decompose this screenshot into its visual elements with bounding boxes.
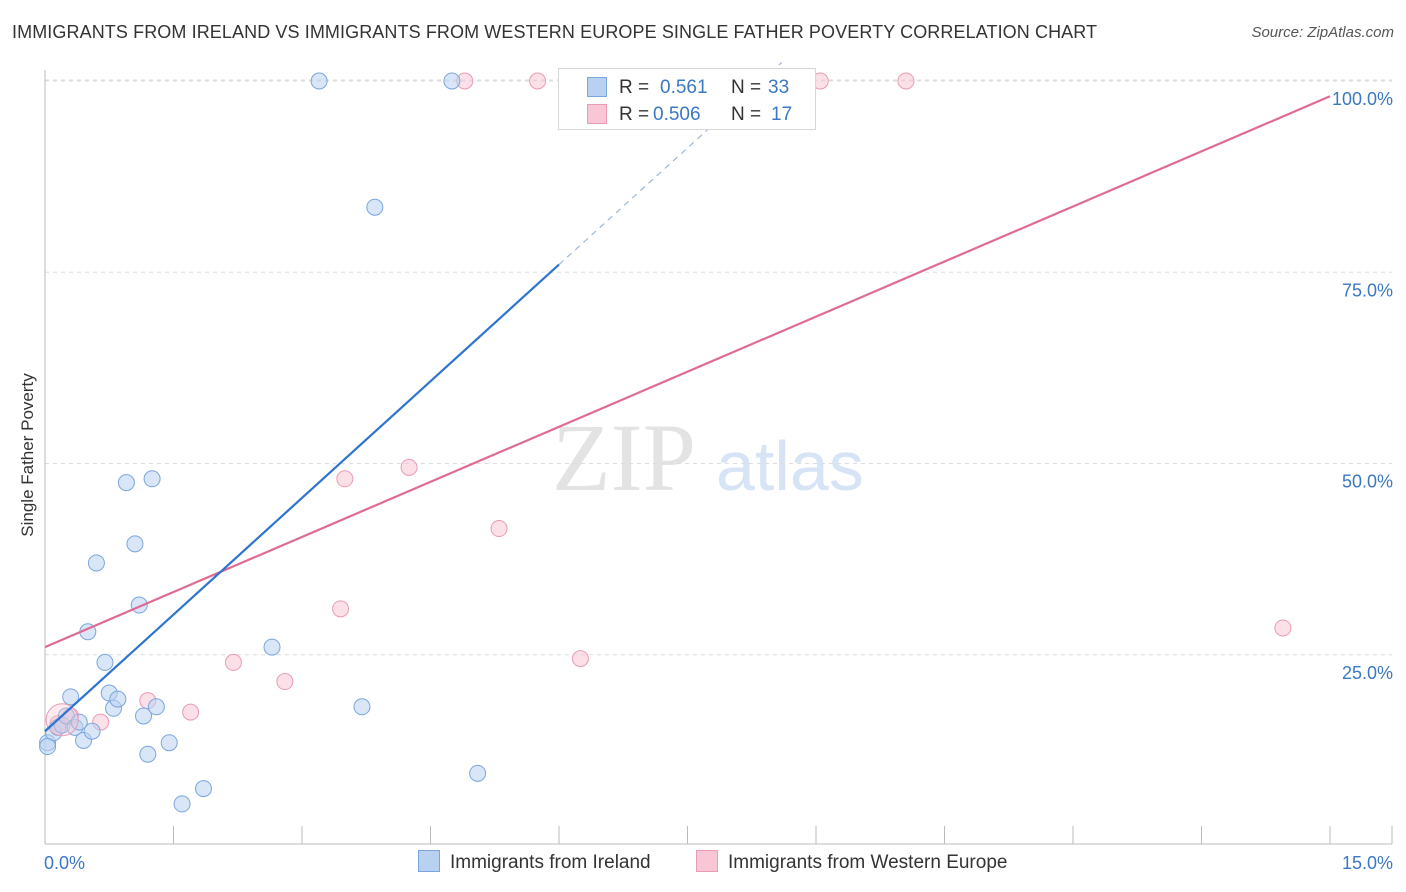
ireland-point — [366, 198, 384, 216]
weurope-point — [182, 703, 200, 721]
legend-row-weurope: R = 0.506 N = 17 — [559, 102, 815, 126]
ireland-point — [147, 698, 165, 716]
legend-r-label: R = — [619, 77, 650, 98]
weurope-legend-swatch — [696, 850, 718, 872]
watermark-atlas: atlas — [716, 427, 864, 505]
weurope-point — [897, 72, 915, 90]
legend-r-label: R = — [619, 104, 650, 125]
weurope-point — [400, 458, 418, 476]
ireland-swatch — [587, 77, 607, 97]
weurope-point — [529, 72, 547, 90]
weurope-point-large — [45, 703, 79, 737]
ireland-point — [194, 780, 212, 798]
ireland-point — [117, 474, 135, 492]
y-tick-label: 100.0% — [1332, 89, 1393, 109]
legend-r-value: 0.506 — [653, 104, 701, 125]
ireland-point — [135, 707, 153, 725]
series-legend: Immigrants from Ireland Immigrants from … — [0, 850, 1406, 880]
ireland-point — [263, 638, 281, 656]
ireland-point — [126, 535, 144, 553]
legend-n-label: N = — [731, 104, 762, 125]
ireland-point — [70, 713, 88, 731]
y-axis-label: Single Father Poverty — [18, 373, 37, 537]
weurope-point — [490, 520, 508, 538]
ireland-point — [443, 72, 461, 90]
ireland-legend-label: Immigrants from Ireland — [450, 852, 651, 873]
ireland-legend-swatch — [418, 850, 440, 872]
legend-row-ireland: R = 0.561 N = 33 — [559, 75, 815, 99]
weurope-point — [571, 650, 589, 668]
legend-n-label: N = — [731, 77, 762, 98]
ireland-point — [353, 698, 371, 716]
ireland-point — [160, 734, 178, 752]
weurope-swatch — [587, 104, 607, 124]
y-tick-label: 50.0% — [1342, 472, 1393, 492]
ireland-point — [310, 72, 328, 90]
weurope-point — [1274, 619, 1292, 637]
ireland-point — [83, 722, 101, 740]
y-tick-label: 25.0% — [1342, 663, 1393, 683]
legend-n-value: 33 — [768, 77, 790, 98]
y-tick-label: 75.0% — [1342, 280, 1393, 300]
source-credit: Source: ZipAtlas.com — [1251, 24, 1394, 41]
ireland-point — [139, 745, 157, 763]
ireland-point — [87, 554, 105, 572]
ireland-point — [143, 470, 161, 488]
weurope-trendline — [44, 95, 1331, 649]
chart-title: IMMIGRANTS FROM IRELAND VS IMMIGRANTS FR… — [12, 22, 1098, 42]
ireland-point — [39, 738, 57, 756]
ireland-point — [469, 764, 487, 782]
x-tick-label-max: 15.0% — [1342, 853, 1393, 873]
ireland-point — [96, 653, 114, 671]
watermark-zip: ZIP — [552, 404, 696, 511]
correlation-legend: R = 0.561 N = 33 R = 0.506 N = 17 — [558, 68, 816, 130]
weurope-point — [332, 600, 350, 618]
legend-n-value: 17 — [771, 104, 793, 125]
ireland-point — [173, 795, 191, 813]
ireland-point — [109, 690, 127, 708]
x-tick-label-min: 0.0% — [44, 853, 85, 873]
weurope-legend-label: Immigrants from Western Europe — [728, 852, 1008, 873]
weurope-point — [276, 673, 294, 691]
ireland-point — [62, 688, 80, 706]
ireland-trendline — [44, 263, 560, 733]
weurope-point — [336, 470, 354, 488]
legend-r-value: 0.561 — [660, 77, 708, 98]
weurope-point — [224, 653, 242, 671]
